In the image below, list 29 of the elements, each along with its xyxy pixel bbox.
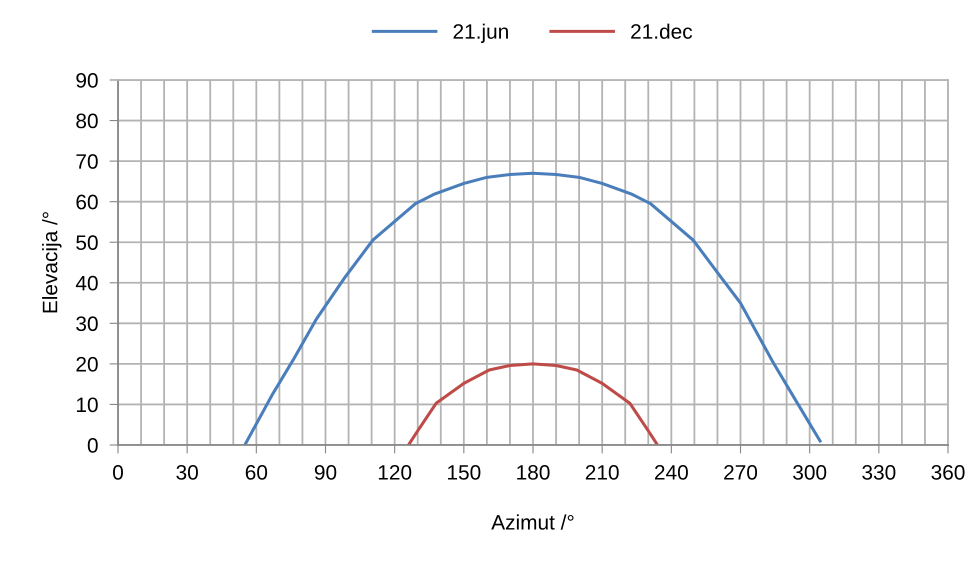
legend-label: 21.dec [631, 24, 692, 39]
x-axis-title: Azimut /° [491, 514, 574, 530]
y-tick-label: 80 [76, 114, 98, 128]
x-tick-label: 210 [586, 464, 619, 480]
x-tick-label: 330 [862, 464, 896, 480]
legend-label: 21.jun [454, 24, 508, 43]
y-tick-label: 0 [88, 438, 98, 453]
y-tick-label: 50 [76, 235, 98, 250]
y-tick-label: 70 [76, 154, 98, 169]
x-tick-label: 120 [378, 464, 412, 480]
x-tick-label: 240 [655, 464, 688, 480]
y-axis-title: Elevacija /° [42, 212, 62, 312]
x-tick-label: 60 [246, 464, 268, 480]
y-tick-label: 20 [76, 356, 98, 372]
y-tick-label: 30 [76, 316, 98, 332]
x-tick-label: 150 [448, 464, 480, 480]
x-tick-label: 180 [517, 464, 550, 480]
line-series [406, 362, 660, 445]
y-tick-label: 60 [76, 194, 98, 210]
x-tick-label: 270 [724, 464, 758, 480]
x-tick-label: 30 [176, 464, 198, 480]
y-tick-label: 90 [76, 73, 98, 88]
x-tick-label: 0 [113, 464, 123, 480]
x-tick-label: 90 [314, 464, 336, 480]
x-tick-label: 360 [931, 464, 965, 480]
y-tick-label: 10 [76, 397, 98, 412]
line-series [243, 172, 822, 445]
y-tick-label: 40 [76, 276, 98, 291]
x-tick-label: 300 [793, 464, 826, 480]
